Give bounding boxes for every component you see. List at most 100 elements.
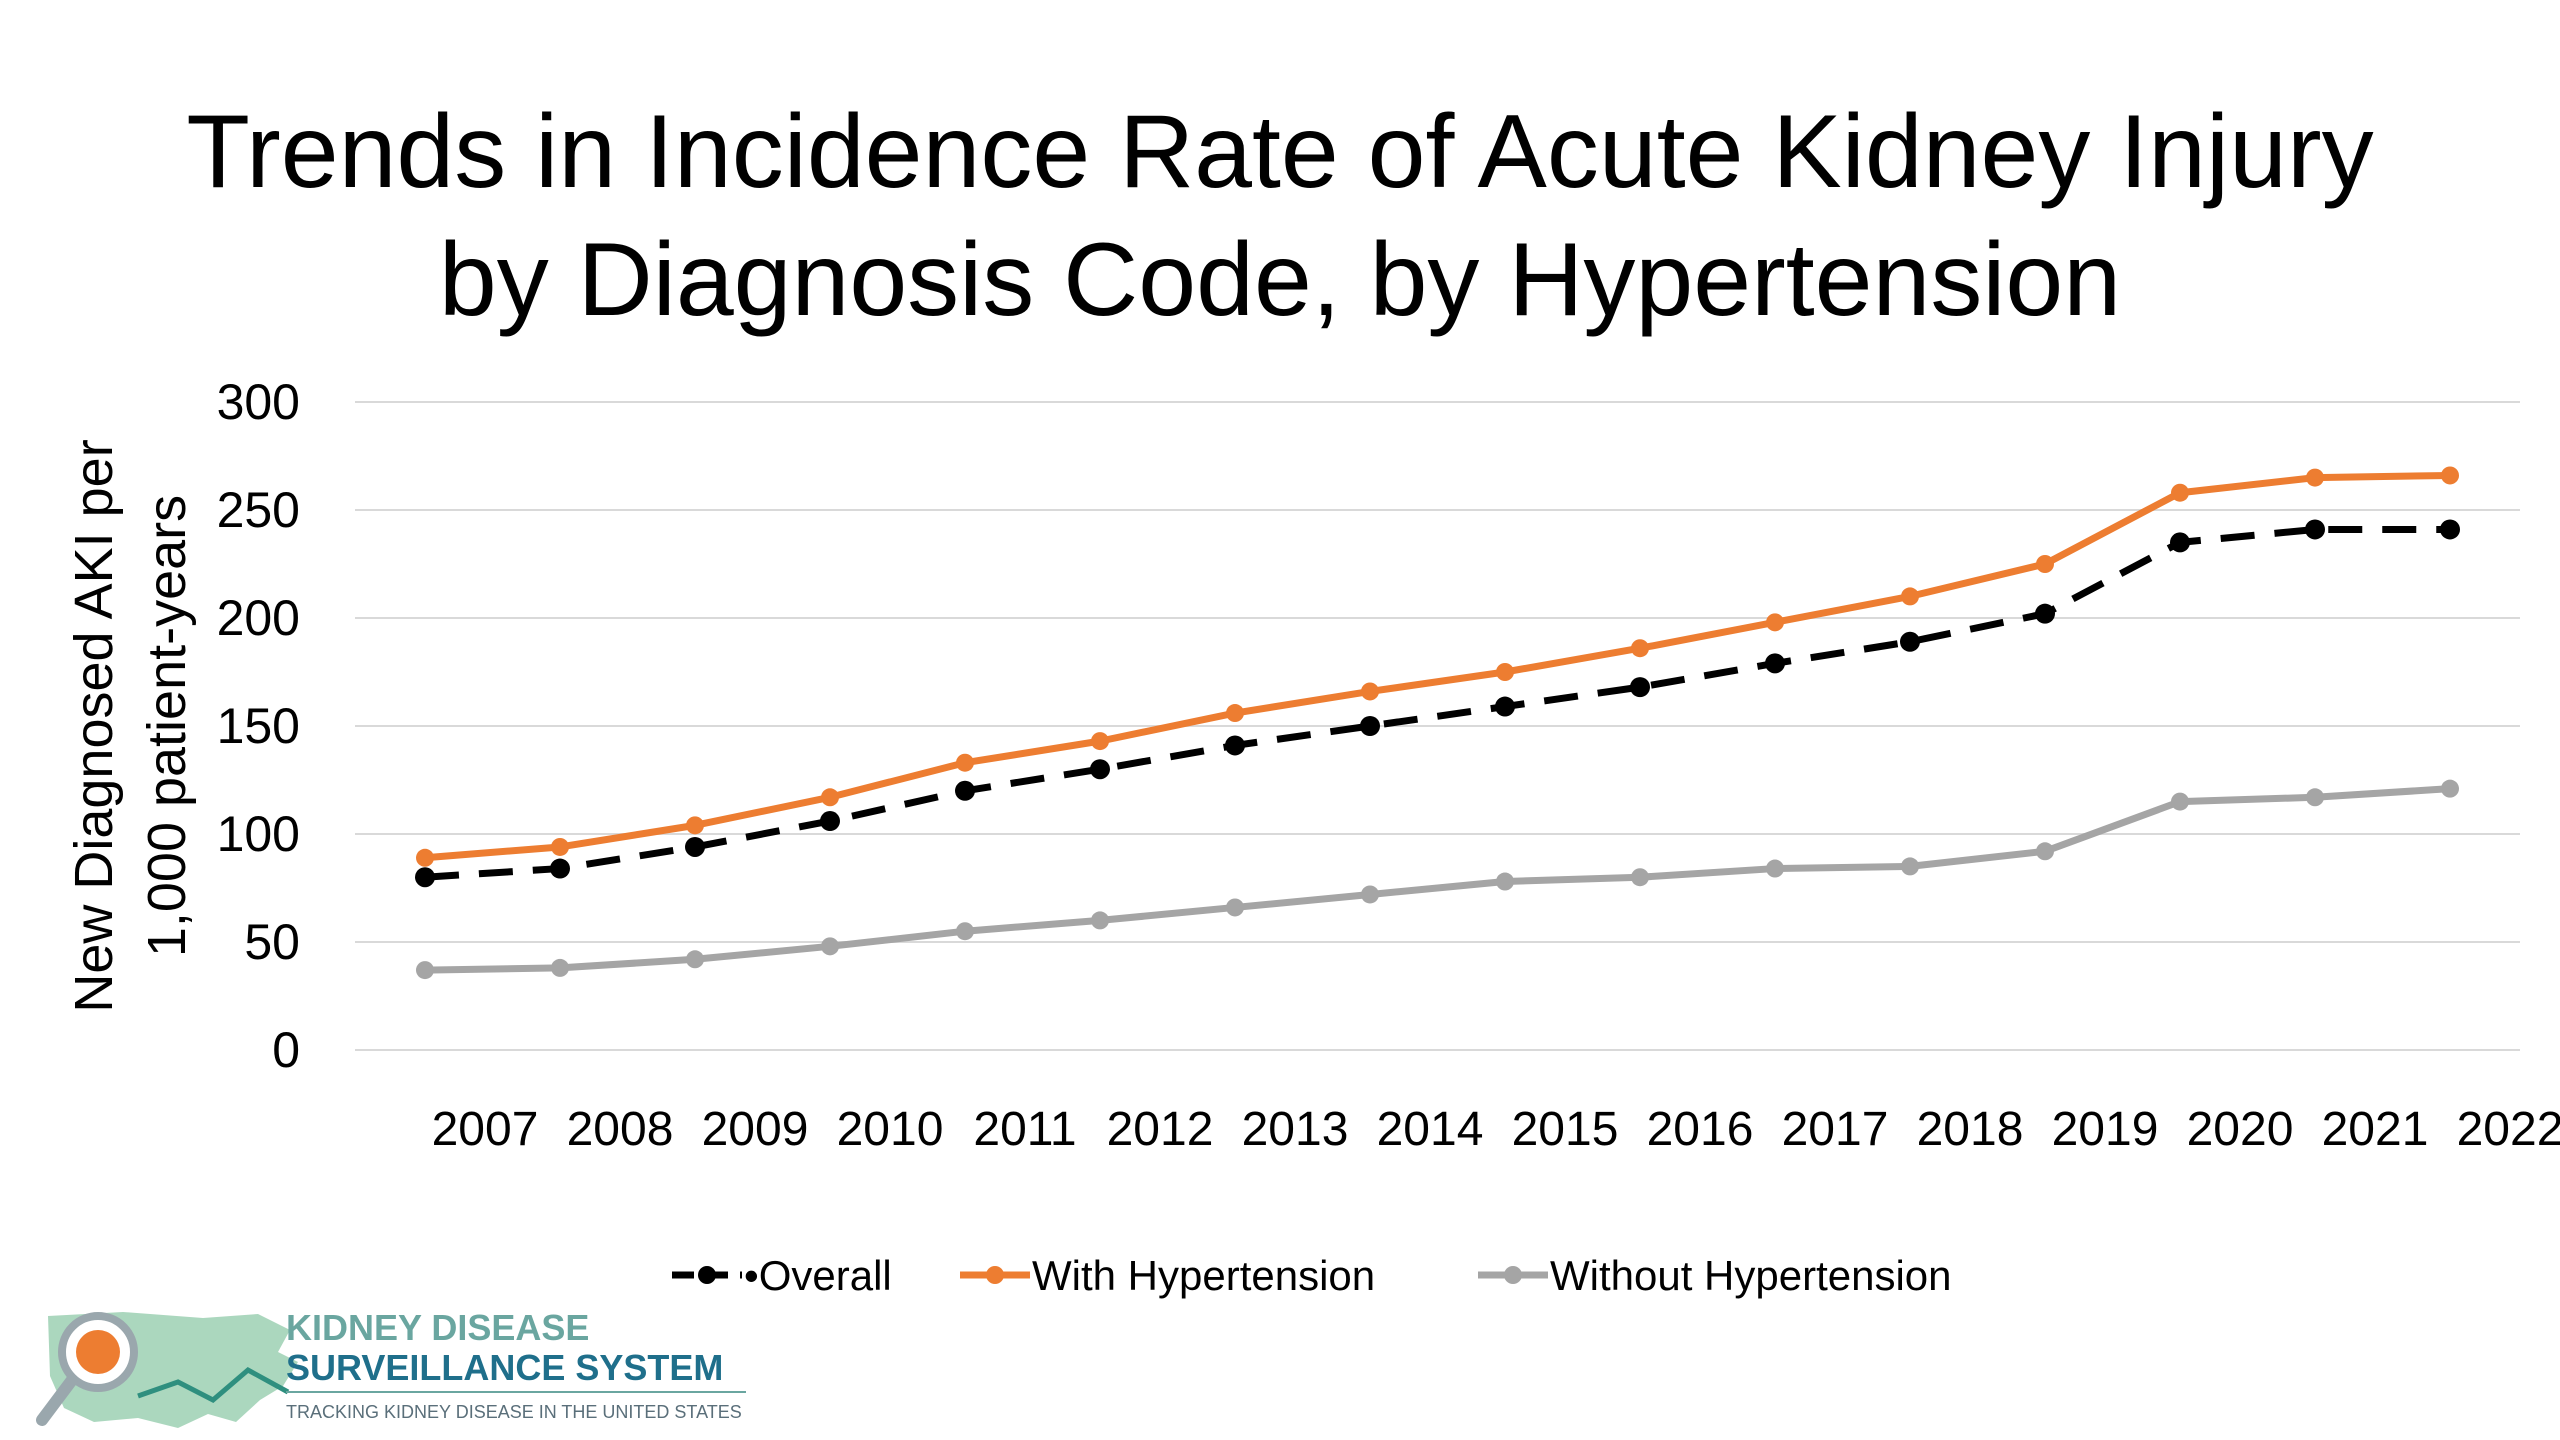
data-point — [956, 922, 974, 941]
legend-label: Without Hypertension — [1550, 1252, 1952, 1299]
legend-item: With Hypertension — [960, 1252, 1375, 1299]
x-tick-label: 2017 — [1782, 1103, 1889, 1156]
data-point — [1090, 759, 1110, 780]
legend-item: Without Hypertension — [1478, 1252, 1952, 1299]
data-point — [821, 937, 839, 956]
series-line — [424, 525, 2450, 881]
logo-title-line-1: KIDNEY DISEASE — [286, 1307, 589, 1348]
series-2 — [416, 779, 2459, 980]
data-point — [2306, 468, 2324, 487]
data-point — [686, 950, 704, 969]
data-point — [1901, 587, 1919, 606]
y-tick-label: 250 — [217, 482, 300, 538]
data-point — [1765, 653, 1785, 674]
x-tick-label: 2011 — [973, 1103, 1076, 1156]
y-axis-title-line: New Diagnosed AKI per — [64, 439, 124, 1012]
data-point — [1361, 885, 1379, 904]
data-point — [415, 867, 435, 888]
data-point — [1630, 677, 1650, 698]
x-tick-label: 2007 — [432, 1103, 539, 1156]
data-point — [550, 858, 570, 879]
data-point — [2171, 792, 2189, 811]
data-point — [820, 811, 840, 832]
data-point — [1766, 613, 1784, 632]
y-axis-title-line: 1,000 patient-years — [137, 495, 197, 957]
y-axis-title: New Diagnosed AKI per 1,000 patient-years — [64, 439, 197, 1012]
series-line — [424, 785, 2451, 974]
data-point — [1495, 696, 1515, 717]
data-point — [2036, 842, 2054, 861]
x-tick-label: 2009 — [702, 1103, 809, 1156]
data-point — [2441, 466, 2459, 485]
legend-label: With Hypertension — [1032, 1252, 1375, 1299]
data-point — [2035, 603, 2055, 624]
data-point — [686, 816, 704, 835]
x-tick-label: 2015 — [1512, 1103, 1619, 1156]
legend-swatch-marker — [1504, 1266, 1522, 1284]
x-tick-label: 2016 — [1647, 1103, 1754, 1156]
series-line — [424, 471, 2451, 862]
x-tick-label: 2012 — [1107, 1103, 1214, 1156]
y-tick-label: 200 — [217, 590, 300, 646]
x-tick-label: 2008 — [567, 1103, 674, 1156]
chart-title: Trends in Incidence Rate of Acute Kidney… — [160, 88, 2400, 344]
x-tick-label: 2013 — [1242, 1103, 1349, 1156]
data-point — [1226, 704, 1244, 723]
data-point — [1091, 732, 1109, 751]
legend-swatch-marker — [698, 1266, 716, 1284]
series-lines — [415, 466, 2460, 980]
data-point — [1901, 857, 1919, 876]
y-tick-label: 100 — [217, 806, 300, 862]
y-axis-tick-labels: 0 50 100 150 200 250 300 — [217, 374, 300, 1078]
legend: •Overall With Hypertension Without Hyperte… — [672, 1252, 1952, 1299]
x-tick-label: 2019 — [2052, 1103, 2159, 1156]
data-point — [821, 788, 839, 807]
data-point — [955, 780, 975, 801]
x-tick-label: 2010 — [837, 1103, 944, 1156]
legend-item: •Overall — [672, 1252, 892, 1299]
legend-label: •Overall — [744, 1252, 892, 1299]
y-tick-label: 50 — [244, 914, 300, 970]
x-tick-label: 2014 — [1377, 1103, 1484, 1156]
y-tick-label: 300 — [217, 374, 300, 430]
data-point — [2305, 519, 2325, 540]
chart-title-line-1: Trends in Incidence Rate of Acute Kidney… — [186, 94, 2374, 210]
series-1 — [416, 466, 2459, 867]
data-point — [2036, 555, 2054, 573]
data-point — [1496, 663, 1514, 681]
data-point — [416, 848, 434, 867]
chart-title-line-2: by Diagnosis Code, by Hypertension — [438, 222, 2122, 338]
data-point — [2441, 779, 2459, 798]
data-point — [2440, 519, 2460, 540]
y-tick-label: 150 — [217, 698, 300, 754]
gridlines — [355, 401, 2520, 1051]
data-point — [551, 837, 569, 856]
x-tick-label: 2018 — [1917, 1103, 2024, 1156]
data-point — [2170, 532, 2190, 553]
series-0 — [415, 519, 2460, 888]
trend-line-icon — [137, 1366, 290, 1403]
data-point — [416, 961, 434, 980]
data-point — [1496, 872, 1514, 891]
data-point — [1225, 735, 1245, 756]
data-point — [685, 836, 705, 857]
kidney-icon — [76, 1330, 120, 1374]
data-point — [956, 753, 974, 772]
data-point — [1091, 911, 1109, 930]
kdss-logo: KIDNEY DISEASE SURVEILLANCE SYSTEM TRACK… — [36, 1307, 746, 1428]
x-axis-tick-labels: 2007 2008 2009 2010 2011 2012 2013 2014 2015 2016… — [432, 1103, 2560, 1156]
magnifier-handle-icon — [36, 1374, 78, 1426]
logo-title-line-2: SURVEILLANCE SYSTEM — [286, 1347, 723, 1388]
data-point — [1360, 716, 1380, 736]
legend-swatch-marker — [986, 1266, 1004, 1284]
data-point — [1766, 859, 1784, 878]
x-tick-label: 2020 — [2187, 1103, 2294, 1156]
data-point — [2171, 483, 2189, 502]
data-point — [1900, 631, 1920, 652]
data-point — [2306, 788, 2324, 807]
y-tick-label: 0 — [272, 1022, 300, 1078]
logo-tagline: TRACKING KIDNEY DISEASE IN THE UNITED ST… — [286, 1402, 742, 1422]
data-point — [551, 958, 569, 977]
data-point — [1631, 868, 1649, 887]
